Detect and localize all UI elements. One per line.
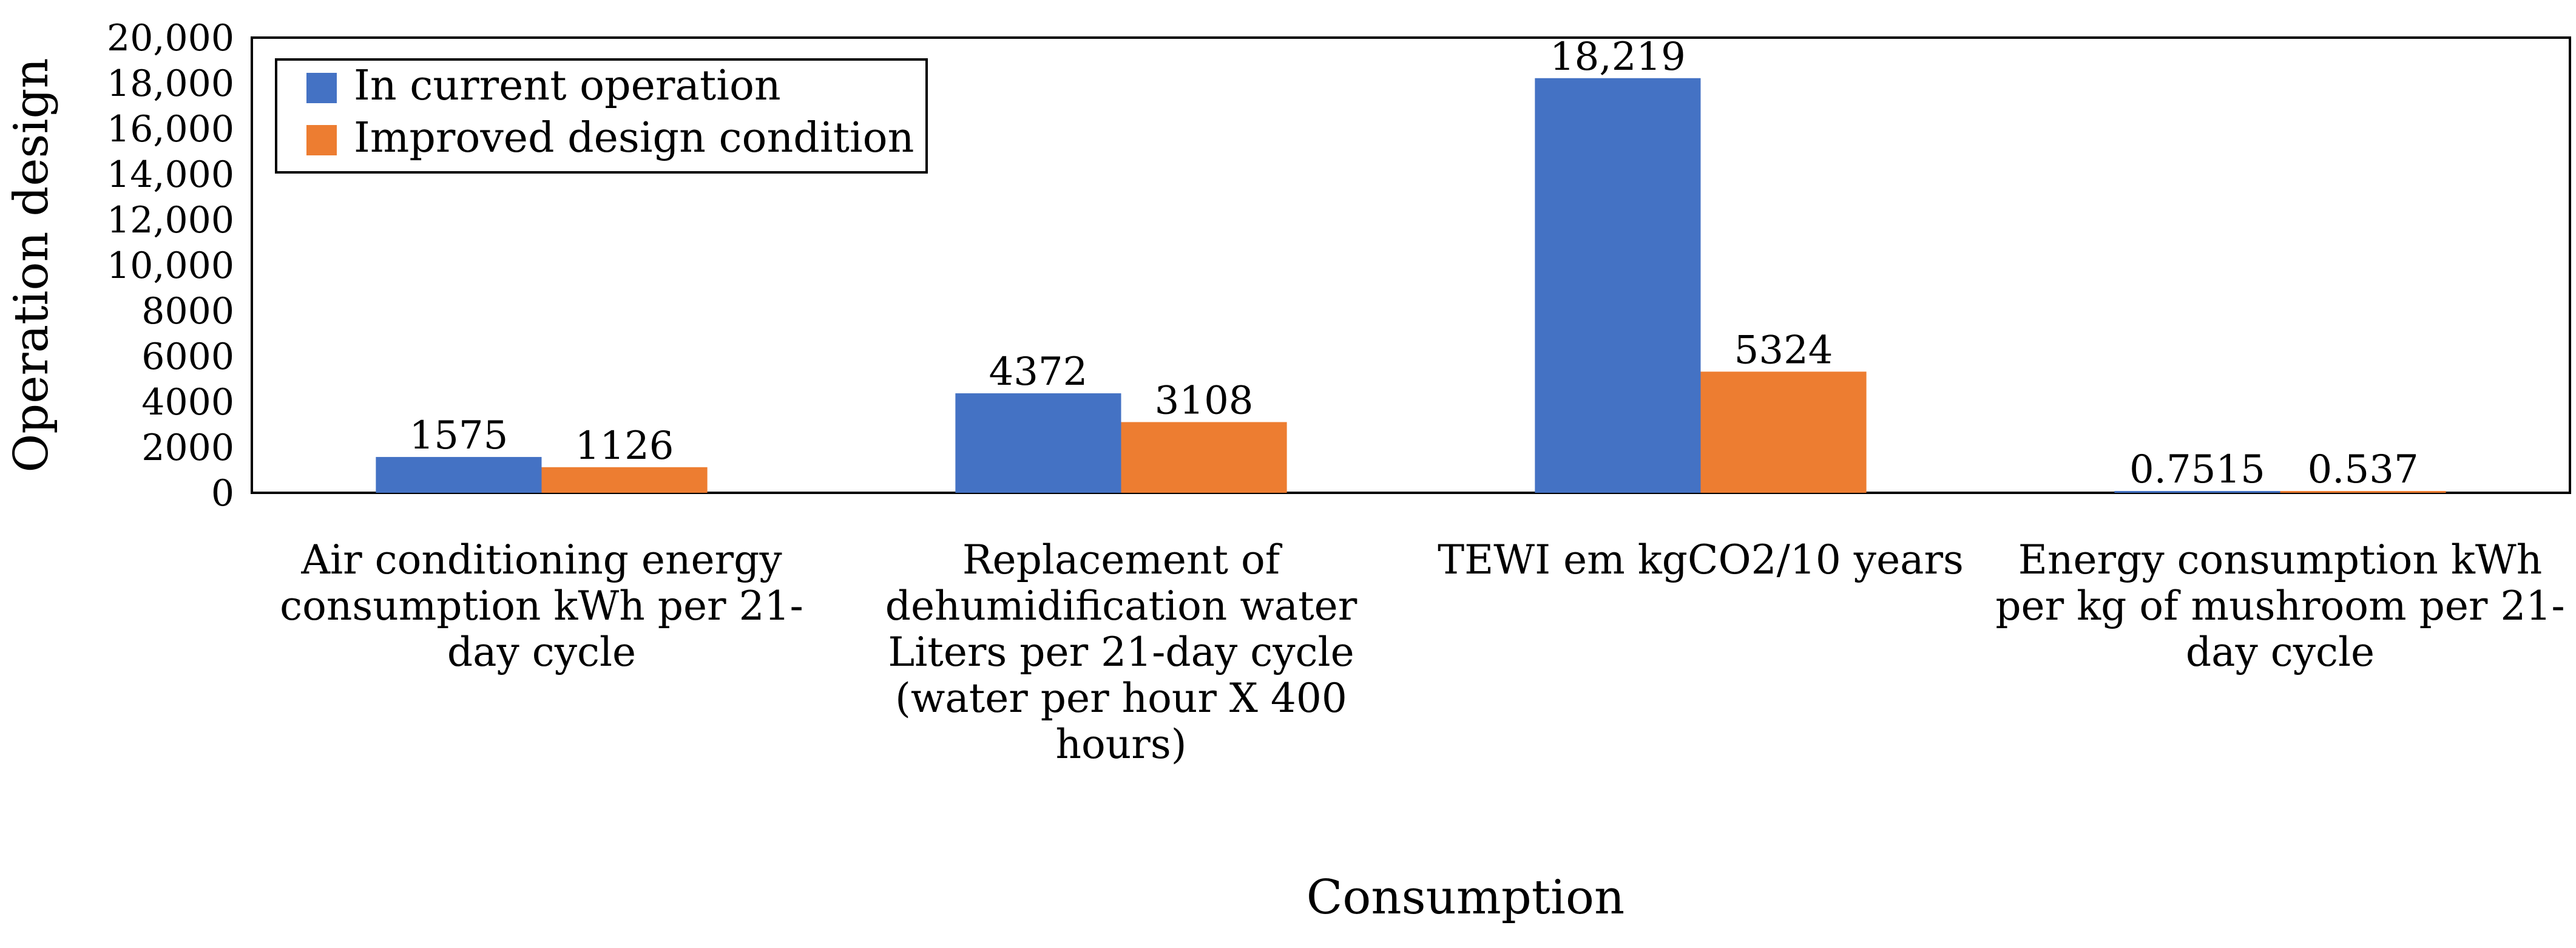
data-label: 5324	[1734, 328, 1833, 373]
plot-frame	[251, 36, 2571, 494]
bar	[541, 467, 708, 493]
x-axis-title: Consumption	[1307, 870, 1625, 925]
y-tick-label: 2000	[141, 427, 234, 469]
data-label: 0.7515	[2129, 447, 2265, 492]
y-tick-label: 20,000	[107, 17, 234, 59]
category-label: day cycle	[2186, 629, 2375, 675]
data-label: 4372	[989, 350, 1087, 394]
y-axis-title: Operation design	[4, 58, 59, 472]
y-tick-label: 0	[211, 472, 234, 515]
y-tick-label: 16,000	[107, 108, 234, 151]
y-tick-label: 10,000	[107, 245, 234, 287]
category-label: Energy consumption kWh	[2018, 537, 2542, 583]
category-label: Liters per 21-day cycle	[888, 629, 1354, 675]
data-label: 3108	[1155, 378, 1254, 423]
data-label: 18,219	[1550, 35, 1686, 80]
y-tick-label: 8000	[141, 290, 234, 333]
y-tick-label: 4000	[141, 381, 234, 424]
legend-frame	[275, 58, 928, 174]
category-label: (water per hour X 400	[895, 675, 1347, 722]
category-label: consumption kWh per 21-	[280, 583, 803, 629]
legend-swatch-current	[306, 73, 337, 103]
bars	[376, 78, 2446, 493]
bar	[955, 393, 1121, 493]
legend-label-current: In current operation	[354, 62, 781, 110]
bar	[2280, 491, 2446, 493]
bar	[1121, 422, 1287, 493]
category-label: per kg of mushroom per 21-	[1995, 583, 2564, 629]
bar	[1700, 371, 1867, 493]
y-tick-label: 18,000	[107, 63, 234, 105]
y-tick-label: 14,000	[107, 154, 234, 196]
y-tick-label: 6000	[141, 336, 234, 378]
y-axis-ticks: 0200040006000800010,00012,00014,00016,00…	[107, 17, 234, 515]
data-label: 1126	[575, 424, 674, 469]
category-label: day cycle	[447, 629, 636, 675]
legend-swatch-improved	[306, 125, 337, 155]
bar	[2114, 491, 2280, 493]
legend-label-improved: Improved design condition	[354, 114, 914, 162]
legend: In current operation Improved design con…	[275, 58, 928, 174]
bar	[1535, 78, 1701, 493]
data-labels: 1575 4372 18,219 0.7515 1126 3108 5324 0.537	[409, 35, 2418, 492]
category-label: TEWI em kgCO2/10 years	[1438, 537, 1964, 583]
bar	[376, 456, 542, 493]
category-label: hours)	[1056, 721, 1187, 768]
data-label: 1575	[409, 413, 508, 458]
y-tick-label: 12,000	[107, 199, 234, 242]
data-label: 0.537	[2307, 447, 2418, 492]
category-label: dehumidification water	[885, 583, 1357, 629]
category-label: Replacement of	[962, 537, 1283, 583]
category-label: Air conditioning energy	[300, 537, 782, 583]
